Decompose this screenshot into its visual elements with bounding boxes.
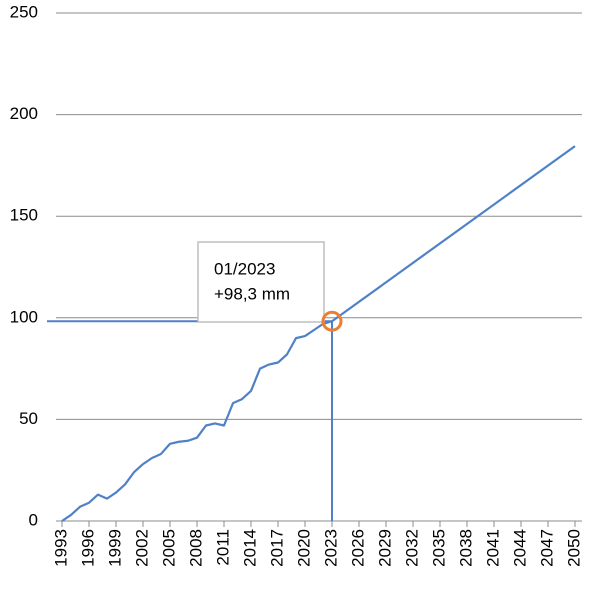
x-tick-label: 2050	[564, 529, 583, 567]
x-tick-label: 2044	[510, 529, 529, 567]
annotation-text: 01/2023	[214, 259, 275, 278]
y-tick-label: 50	[19, 409, 38, 428]
x-tick-label: 2029	[375, 529, 394, 567]
data-line	[331, 145, 576, 323]
x-tick-label: 2026	[348, 529, 367, 567]
x-tick-label: 1999	[105, 529, 124, 567]
x-tick-label: 2002	[132, 529, 151, 567]
y-tick-label: 0	[29, 510, 38, 529]
x-tick-label: 2011	[213, 529, 232, 566]
data-line	[61, 320, 333, 522]
x-tick-label: 2005	[159, 529, 178, 567]
x-tick-label: 1996	[78, 529, 97, 567]
x-tick-label: 2017	[267, 529, 286, 567]
x-tick-label: 2035	[429, 529, 448, 567]
y-tick-label: 150	[10, 206, 38, 225]
y-tick-label: 100	[10, 307, 38, 326]
x-tick-label: 1993	[51, 529, 70, 567]
x-tick-label: 2041	[483, 529, 502, 567]
y-tick-label: 250	[10, 2, 38, 21]
x-tick-label: 2008	[186, 529, 205, 567]
x-tick-label: 2038	[456, 529, 475, 567]
y-tick-label: 200	[10, 104, 38, 123]
x-tick-label: 2047	[537, 529, 556, 567]
x-tick-label: 2032	[402, 529, 421, 567]
x-tick-label: 2014	[240, 529, 259, 567]
x-tick-label: 2020	[294, 529, 313, 567]
annotation-text: +98,3 mm	[214, 284, 290, 303]
annotation-box	[197, 241, 325, 323]
x-tick-label: 2023	[321, 529, 340, 567]
highlight-marker	[321, 310, 343, 332]
